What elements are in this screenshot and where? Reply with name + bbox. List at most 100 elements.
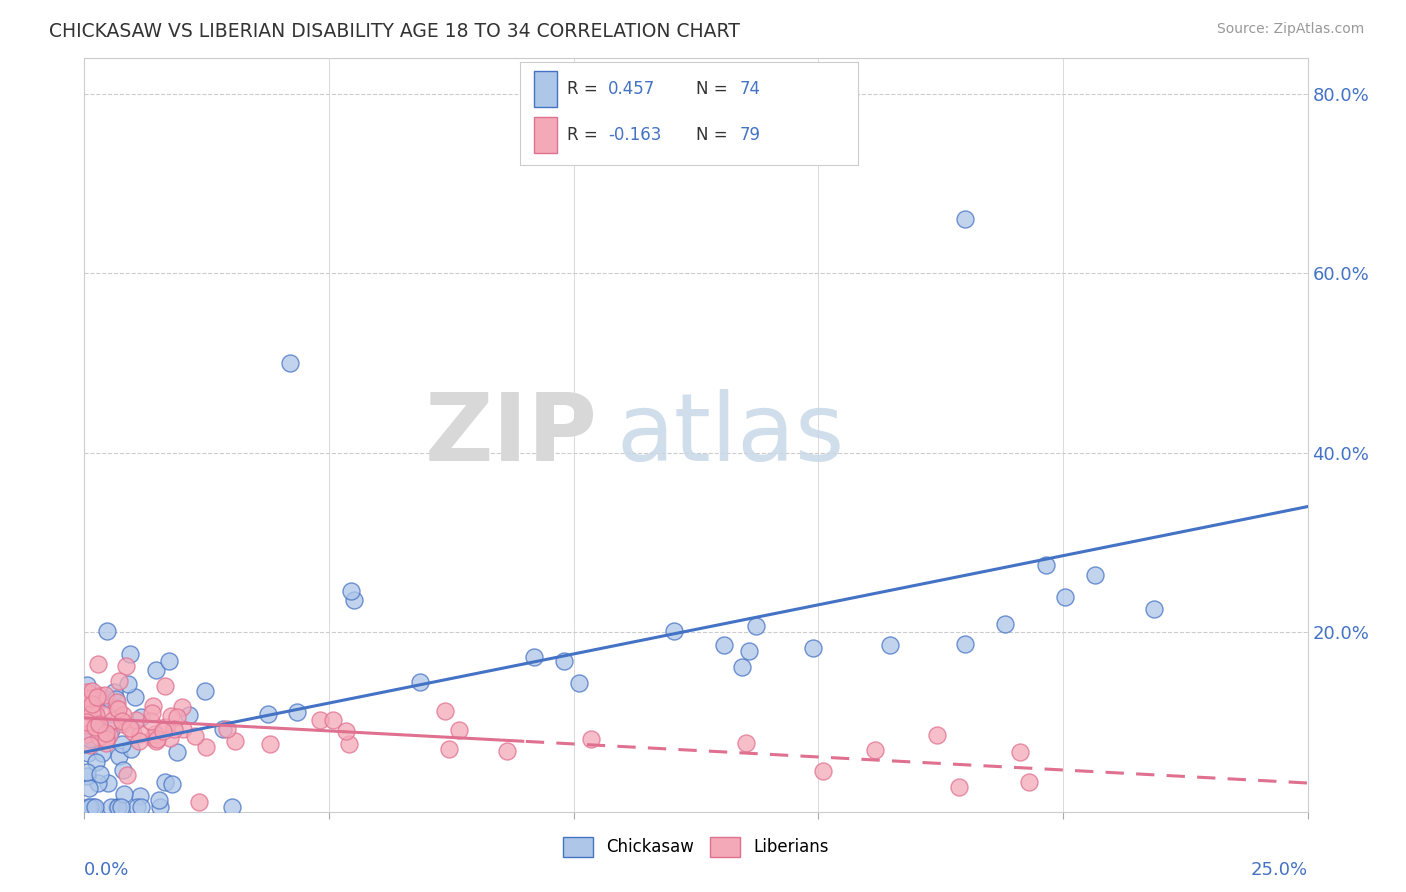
Point (112, 708, 135, 723)
Point (184, 729, 207, 743)
Point (76, 718, 98, 732)
Point (163, 722, 186, 736)
Point (581, 732, 603, 747)
Point (1010, 745, 1032, 759)
Point (76, 703, 98, 717)
FancyBboxPatch shape (534, 117, 557, 153)
Point (149, 800, 172, 814)
Point (77, 746, 100, 760)
Point (160, 777, 183, 791)
Point (79, 690, 101, 705)
Point (128, 789, 150, 804)
Text: ZIP: ZIP (425, 389, 598, 481)
Point (94, 692, 117, 706)
Point (87, 731, 110, 745)
Point (107, 673, 129, 688)
Point (84, 755, 107, 769)
Point (97, 776, 120, 790)
Point (80, 688, 103, 702)
Point (105, 800, 128, 814)
Point (112, 787, 135, 801)
Point (121, 725, 143, 739)
Point (145, 727, 167, 741)
Point (128, 734, 150, 748)
Point (664, 624, 686, 638)
Point (82, 684, 104, 698)
Point (179, 708, 201, 723)
Point (153, 775, 176, 789)
Point (89, 767, 111, 781)
Point (449, 723, 471, 737)
Point (159, 731, 181, 745)
Point (337, 737, 360, 751)
Point (84, 707, 107, 722)
Point (96, 726, 118, 740)
Point (110, 800, 132, 814)
Point (259, 737, 281, 751)
Point (111, 714, 134, 728)
Point (145, 664, 167, 678)
Point (86, 690, 108, 704)
Point (285, 706, 308, 720)
Point (107, 800, 129, 814)
Point (125, 800, 148, 814)
Point (120, 648, 142, 662)
Point (713, 638, 735, 652)
Point (523, 649, 546, 664)
Point (309, 713, 332, 727)
Point (188, 795, 211, 809)
Point (76, 678, 98, 692)
Point (194, 684, 217, 698)
Point (105, 694, 128, 708)
Point (340, 583, 363, 598)
Point (157, 655, 180, 669)
Point (82, 697, 104, 711)
Point (1054, 590, 1077, 604)
Point (146, 732, 169, 747)
Text: N =: N = (696, 79, 733, 97)
Point (568, 676, 591, 690)
Point (90, 724, 112, 739)
Point (100, 692, 122, 706)
Point (105, 691, 128, 706)
Point (322, 714, 344, 728)
Point (215, 722, 238, 736)
Point (925, 728, 948, 742)
Point (335, 723, 357, 738)
Point (948, 780, 970, 794)
Point (82, 800, 104, 814)
Point (553, 654, 575, 668)
Point (224, 734, 246, 748)
Point (166, 710, 188, 724)
Point (79, 800, 101, 814)
Point (129, 710, 152, 724)
Point (409, 674, 432, 689)
Point (87, 717, 110, 731)
Text: 0.457: 0.457 (607, 79, 655, 97)
Point (105, 700, 128, 714)
Point (801, 641, 824, 656)
Text: Source: ZipAtlas.com: Source: ZipAtlas.com (1216, 22, 1364, 37)
Point (195, 739, 218, 754)
Point (142, 731, 165, 745)
Point (343, 593, 366, 607)
Point (87, 688, 110, 702)
Point (433, 704, 456, 718)
Point (76, 765, 98, 780)
Point (1018, 775, 1040, 789)
Point (166, 745, 188, 759)
Text: 25.0%: 25.0% (1250, 861, 1308, 879)
Point (172, 700, 194, 714)
Point (77, 780, 100, 795)
Point (82, 731, 104, 746)
Legend: Chickasaw, Liberians: Chickasaw, Liberians (555, 830, 837, 863)
Point (439, 741, 461, 756)
Point (139, 714, 162, 728)
Point (91, 706, 114, 721)
Point (125, 713, 148, 727)
Point (879, 638, 901, 652)
Point (1084, 567, 1107, 582)
Point (129, 800, 152, 814)
Point (141, 706, 163, 720)
Point (735, 736, 758, 750)
